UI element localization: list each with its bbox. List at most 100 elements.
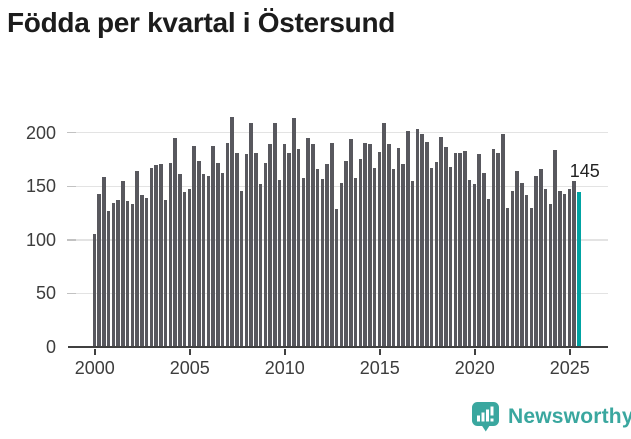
- bar: [330, 143, 334, 347]
- bar: [415, 129, 420, 347]
- bar: [358, 159, 363, 347]
- bar: [558, 190, 562, 347]
- bar: [363, 143, 367, 347]
- bar: [444, 146, 448, 347]
- bar: [263, 162, 268, 347]
- bar: [482, 173, 486, 347]
- bar: [230, 116, 234, 347]
- bar: [315, 169, 320, 347]
- gridline: [67, 185, 608, 188]
- bar: [235, 153, 239, 347]
- bar: [349, 139, 353, 347]
- bar: [377, 151, 382, 347]
- bar: [144, 198, 149, 347]
- x-tick: [283, 348, 286, 355]
- bar: [548, 204, 553, 347]
- bar: [472, 184, 477, 347]
- x-axis-label: 2020: [454, 358, 495, 378]
- bar: [496, 153, 500, 347]
- x-axis-label: 2005: [169, 358, 210, 378]
- bar: [320, 178, 325, 347]
- y-axis-label: 150: [25, 176, 56, 197]
- x-axis-label: 2025: [549, 358, 590, 378]
- bar: [520, 183, 524, 347]
- bar: [353, 177, 358, 347]
- bar: [163, 200, 168, 347]
- bar: [382, 123, 386, 347]
- bar: [121, 180, 125, 347]
- bar: [334, 208, 339, 347]
- bar: [477, 154, 481, 347]
- bar: [225, 143, 230, 347]
- y-axis-label: 100: [25, 229, 56, 250]
- bar: [140, 194, 144, 347]
- bar: [562, 193, 567, 347]
- bar: [125, 201, 130, 347]
- brand-footer: Newsworthy: [471, 401, 631, 432]
- bar: [344, 160, 348, 347]
- bar: [372, 168, 377, 347]
- bar: [182, 191, 187, 347]
- bar: [111, 203, 116, 347]
- bar: [216, 162, 220, 347]
- highlighted-bar: [577, 191, 581, 347]
- bar: [296, 148, 301, 347]
- bar: [106, 210, 111, 347]
- bar: [406, 130, 410, 347]
- bar: [187, 189, 192, 347]
- bar: [434, 161, 439, 347]
- bar: [529, 207, 534, 347]
- y-axis-label: 200: [25, 122, 56, 143]
- bar: [97, 193, 101, 347]
- bar: [192, 145, 196, 347]
- bar: [339, 183, 344, 347]
- bar: [429, 168, 434, 347]
- bar: [387, 144, 391, 347]
- brand-name: Newsworthy: [508, 404, 631, 428]
- bar: [567, 189, 572, 347]
- bar: [130, 204, 135, 347]
- bar: [159, 163, 163, 347]
- bar: [458, 153, 462, 347]
- bar: [524, 194, 529, 347]
- x-tick: [473, 348, 476, 355]
- bar: [453, 153, 458, 347]
- bar: [425, 142, 429, 347]
- x-axis-label: 2000: [74, 358, 115, 378]
- bar: [168, 162, 173, 347]
- x-tick: [568, 348, 571, 355]
- bar: [410, 180, 415, 347]
- x-tick: [378, 348, 381, 355]
- bar: [116, 200, 120, 347]
- bar: [486, 199, 491, 347]
- bar: [92, 234, 97, 347]
- bar: [325, 163, 329, 347]
- bar: [510, 190, 515, 347]
- bar: [553, 149, 557, 347]
- bar: [249, 123, 253, 347]
- bar: [273, 123, 277, 347]
- bar: [572, 180, 576, 347]
- bar: [491, 148, 496, 347]
- x-tick: [93, 348, 96, 355]
- bar: [301, 177, 306, 347]
- bar: [420, 133, 424, 347]
- bar: [149, 168, 154, 347]
- bar: [268, 144, 272, 347]
- bar: [173, 138, 177, 347]
- bar: [391, 169, 396, 347]
- bar: [463, 150, 467, 347]
- bar: [292, 117, 296, 347]
- y-tick: [67, 292, 76, 295]
- bar: [244, 154, 249, 347]
- bar: [211, 145, 215, 347]
- x-axis-label: 2015: [359, 358, 400, 378]
- bar: [220, 173, 225, 347]
- bar: [311, 144, 315, 347]
- bar: [206, 175, 211, 347]
- x-axis-line: [68, 345, 608, 349]
- bar: [201, 174, 206, 347]
- bar: [287, 153, 291, 347]
- bar: [197, 160, 201, 347]
